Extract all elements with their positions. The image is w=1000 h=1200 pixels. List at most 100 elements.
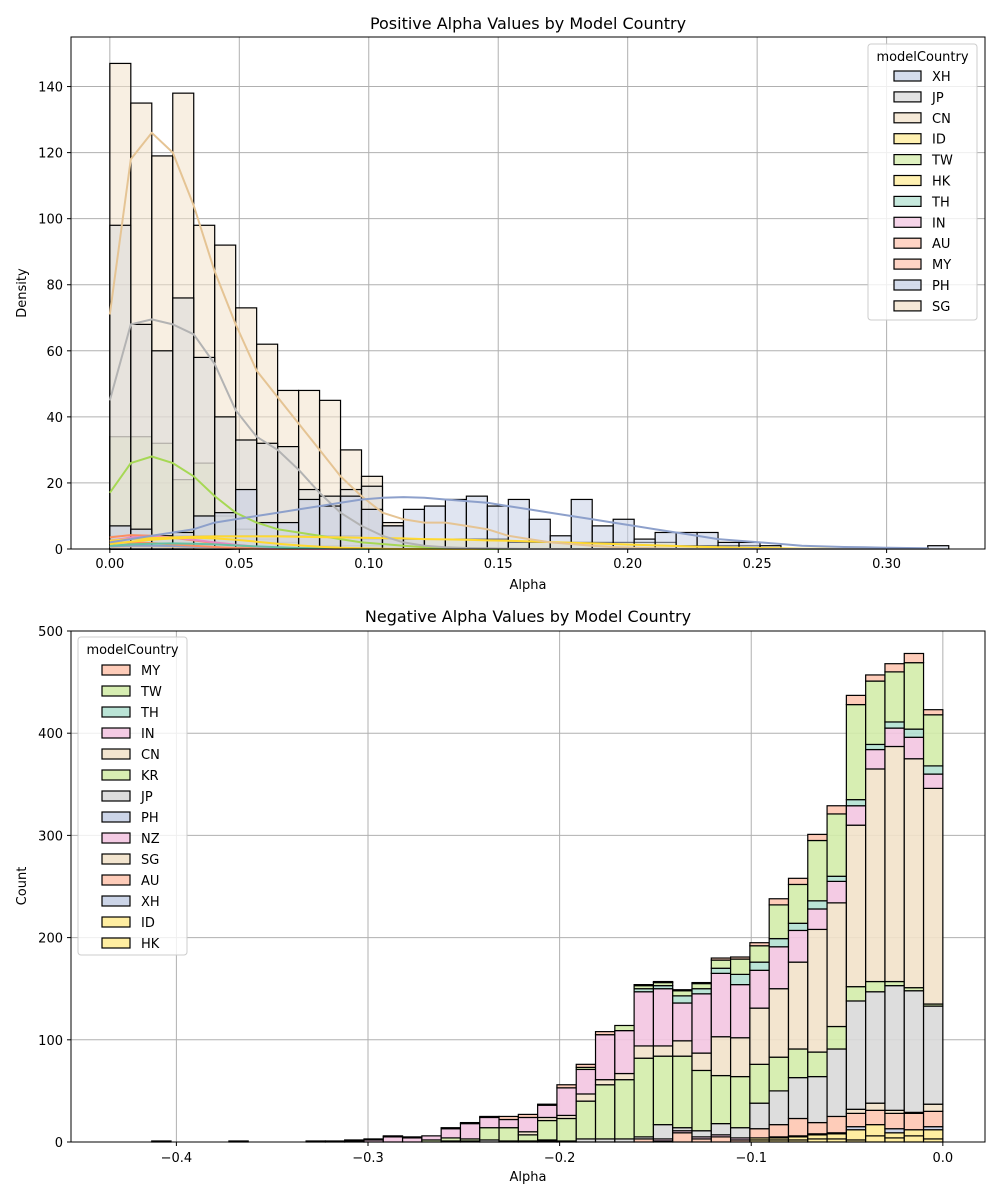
legend-item-kr[interactable]: KR [101, 769, 159, 784]
bar-segment-th [884, 721, 905, 729]
bar-segment-kr [517, 1134, 539, 1142]
legend-item-au[interactable]: AU [893, 237, 950, 252]
bar-segment-tw [749, 945, 770, 963]
legend-item-cn[interactable]: CN [893, 112, 951, 127]
bar-segment-my [691, 981, 712, 985]
bar-segment-th [691, 988, 712, 995]
bar-segment-cn [652, 1045, 674, 1057]
legend-item-in[interactable]: IN [893, 216, 946, 231]
bar-segment-jp [729, 1127, 751, 1139]
legend-label: TW [140, 685, 162, 700]
positive-alpha-chart: Positive Alpha Values by Model Country 0… [15, 14, 986, 593]
stacked-bar [498, 1115, 519, 1143]
legend-item-my[interactable]: MY [893, 258, 951, 273]
bar-xh [423, 505, 447, 550]
bar-segment-in [672, 1002, 693, 1042]
legend-swatch [893, 258, 922, 270]
bar-segment-hk [865, 1135, 886, 1143]
bar-segment-my [382, 1135, 404, 1138]
stacked-bar [440, 1127, 462, 1143]
legend-item-au[interactable]: AU [101, 874, 159, 889]
bar-segment-kr [826, 1025, 847, 1050]
bar-segment-kr [845, 986, 867, 1002]
legend-item-ph[interactable]: PH [893, 279, 950, 294]
legend-item-sg[interactable]: SG [893, 300, 950, 315]
legend-swatch [101, 937, 131, 949]
legend: modelCountry XH JP CN ID TW HK TH IN AU MY PH SG [867, 43, 978, 321]
legend-item-tw[interactable]: TW [101, 685, 162, 700]
y-tick-label: 20 [46, 477, 63, 492]
bar-segment-hk [903, 1135, 925, 1143]
bar-segment-my [633, 984, 655, 987]
bar-segment-th [807, 900, 828, 910]
legend-swatch [101, 790, 131, 802]
legend-label: HK [141, 937, 160, 952]
y-tick-label: 60 [46, 345, 63, 360]
bar-segment-my [826, 805, 847, 815]
bar-segment-jp [710, 1123, 732, 1136]
bar-segment-tw [845, 703, 867, 801]
bar-segment-in [614, 1030, 635, 1075]
legend-item-nz[interactable]: NZ [101, 832, 160, 847]
bar-segment-kr [614, 1079, 635, 1140]
legend-item-my[interactable]: MY [101, 664, 160, 679]
legend-item-hk[interactable]: HK [893, 175, 951, 190]
bar-segment-kr [575, 1100, 597, 1140]
legend-item-id[interactable]: ID [893, 133, 946, 148]
bar-segment-jp [884, 985, 905, 1111]
bar-segment-my [363, 1138, 384, 1141]
bar-segment-kr [749, 1063, 770, 1104]
legend-item-cn[interactable]: CN [101, 748, 160, 763]
legend-label: CN [141, 748, 160, 763]
stacked-bar [594, 1031, 616, 1143]
bar-segment-my [729, 956, 751, 960]
bar-segment-id [865, 1124, 886, 1137]
bar-segment-kr [865, 980, 886, 993]
bar-segment-in [537, 1104, 558, 1119]
y-tick-label: 100 [38, 213, 63, 228]
y-tick-label: 120 [38, 147, 63, 162]
x-tick-label: −0.4 [161, 1151, 193, 1166]
bar-segment-au [749, 1128, 770, 1139]
legend-item-ph[interactable]: PH [101, 811, 159, 826]
legend-item-th[interactable]: TH [101, 706, 159, 721]
bar-segment-kr [807, 1051, 828, 1078]
legend-swatch [101, 853, 131, 865]
bar-segment-my [903, 652, 925, 664]
bar-segment-in [652, 988, 674, 1047]
legend-item-xh[interactable]: XH [101, 895, 160, 910]
bar-segment-id [826, 1133, 847, 1140]
bar-segment-tw [884, 671, 905, 723]
bar-segment-au [672, 1132, 693, 1143]
legend-item-hk[interactable]: HK [101, 937, 160, 952]
bar-segment-tw [672, 990, 693, 997]
bar-segment-jp [903, 990, 925, 1113]
bar-segment-tw [710, 959, 732, 969]
bar-segment-jp [691, 1130, 712, 1138]
bar-segment-kr [652, 1055, 674, 1126]
bar-segment-kr [884, 980, 905, 987]
bar-segment-my [807, 833, 828, 842]
bar-segment-kr [556, 1117, 577, 1142]
bar-segment-jp [865, 991, 886, 1104]
bar-segment-th [865, 743, 886, 751]
legend-item-jp[interactable]: JP [101, 790, 153, 805]
x-tick-label: 0.30 [872, 557, 901, 572]
legend-item-id[interactable]: ID [101, 916, 155, 931]
bar-segment-cn [922, 787, 944, 1005]
legend: modelCountry MY TW TH IN CN KR JP PH NZ SG AU XH ID HK [77, 636, 188, 956]
bar-segment-cn [884, 745, 905, 983]
legend-item-tw[interactable]: TW [893, 154, 953, 169]
legend-item-in[interactable]: IN [101, 727, 155, 742]
legend-item-th[interactable]: TH [893, 195, 950, 210]
legend-item-jp[interactable]: JP [893, 91, 944, 106]
legend-item-xh[interactable]: XH [893, 70, 951, 85]
bar-segment-my [459, 1121, 481, 1125]
bar-segment-my [845, 694, 867, 706]
legend-label: CN [932, 112, 951, 127]
legend-swatch [893, 91, 922, 103]
legend-item-sg[interactable]: SG [101, 853, 159, 868]
bar-segment-au [710, 1136, 732, 1143]
bar-segment-cn [710, 1036, 732, 1077]
